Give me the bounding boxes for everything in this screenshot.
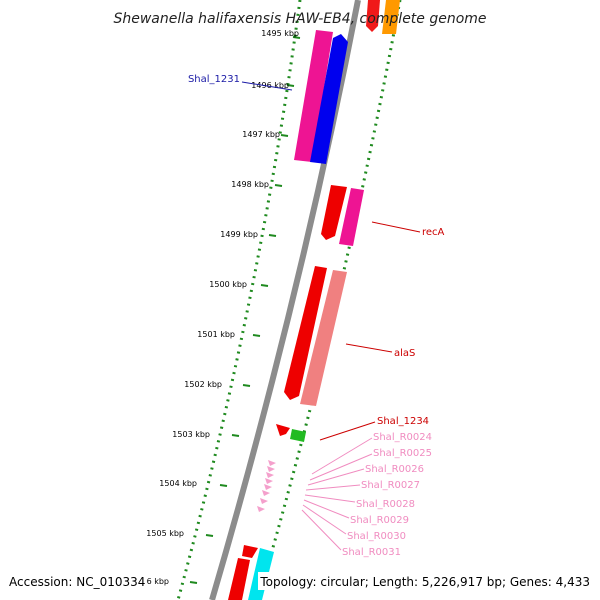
tick-mark: [205, 534, 214, 537]
leader-line-shal-r0028: [304, 494, 356, 503]
inner-dotted-track: [256, 0, 402, 600]
rna-labels: Shal_R0024 Shal_R0025 Shal_R0026 Shal_R0…: [342, 432, 432, 558]
summary-background: [258, 572, 594, 590]
leader-line-shal-r0025: [309, 453, 373, 481]
leader-line-shal-1234: [319, 421, 376, 441]
gene-label-shal-r0028: Shal_R0028: [356, 499, 415, 510]
tick-marks: [189, 36, 301, 584]
cds-feature-blue-1: [310, 34, 348, 164]
gene-label-shal-r0025: Shal_R0025: [373, 448, 432, 459]
cds-feature-red-reca: [321, 185, 347, 240]
leader-line-shal-r0024: [311, 437, 373, 475]
tick-label: 1496 kbp: [251, 81, 289, 90]
tick-label: 1504 kbp: [159, 479, 197, 488]
rna-feature-cluster: [257, 460, 276, 512]
tick-label: 1500 kbp: [209, 280, 247, 289]
cds-feature-green: [290, 429, 306, 442]
tick-mark: [292, 36, 301, 39]
cds-feature-red-top: [366, 0, 380, 32]
leader-line-shal-r0027: [305, 484, 361, 491]
cds-feature-pink-reca: [339, 188, 364, 246]
accession-background: [6, 572, 146, 590]
cds-feature-pink-1: [294, 30, 333, 162]
cds-feature-red-alas: [284, 266, 327, 400]
rna-feature: [268, 460, 276, 466]
genome-backbone: [209, 0, 361, 600]
cds-feature-salmon-alas: [300, 270, 347, 406]
tick-mark: [286, 84, 295, 87]
tick-mark: [231, 434, 240, 437]
gene-label-shal-1234: Shal_1234: [377, 416, 429, 427]
tick-labels: 1495 kbp 1496 kbp 1497 kbp 1498 kbp 1499…: [131, 29, 299, 586]
gene-label-reca: recA: [422, 227, 445, 238]
gene-label-shal-r0030: Shal_R0030: [347, 531, 406, 542]
tick-label: 1506 kbp: [131, 577, 169, 586]
rna-leader-lines: [301, 437, 373, 551]
leader-line-shal-r0029: [303, 499, 350, 519]
gene-label-shal-r0031: Shal_R0031: [342, 547, 401, 558]
gene-label-shal-r0024: Shal_R0024: [373, 432, 432, 443]
tick-mark: [274, 184, 283, 187]
accession-text: Accession: NC_010334: [9, 575, 145, 589]
tick-label: 1502 kbp: [184, 380, 222, 389]
leader-line-reca: [371, 221, 421, 233]
rna-feature: [265, 478, 273, 484]
tick-label: 1498 kbp: [231, 180, 269, 189]
summary-text: Topology: circular; Length: 5,226,917 bp…: [259, 575, 590, 589]
rna-feature: [264, 484, 272, 490]
gene-label-shal-r0029: Shal_R0029: [350, 515, 409, 526]
tick-label: 1505 kbp: [146, 529, 184, 538]
tick-mark: [242, 384, 251, 387]
tick-mark: [280, 134, 289, 137]
rna-feature: [260, 498, 268, 504]
gene-label-shal-r0026: Shal_R0026: [365, 464, 424, 475]
leader-line-shal-r0031: [301, 509, 342, 551]
rna-feature: [262, 490, 270, 496]
tick-mark: [268, 234, 277, 237]
tick-label: 1495 kbp: [261, 29, 299, 38]
tick-label: 1499 kbp: [220, 230, 258, 239]
cds-feature-red-bottom-1: [242, 545, 258, 558]
rna-feature: [257, 506, 265, 512]
leader-line-shal-r0030: [302, 504, 347, 535]
leader-line-shal-r0026: [307, 468, 365, 486]
tick-mark: [252, 334, 261, 337]
tick-label: 1501 kbp: [197, 330, 235, 339]
gene-label-shal-r0027: Shal_R0027: [361, 480, 420, 491]
leader-line-shal-1231: [241, 81, 293, 91]
gene-label-shal-1231: Shal_1231: [188, 74, 240, 85]
tick-mark: [189, 581, 198, 584]
cds-feature-orange-top: [382, 0, 400, 34]
tick-mark: [260, 284, 269, 287]
cds-feature-red-bottom-2: [228, 558, 250, 600]
tick-label: 1497 kbp: [242, 130, 280, 139]
map-title: Shewanella halifaxensis HAW-EB4, complet…: [113, 11, 486, 27]
cds-feature-red-1234: [276, 424, 290, 436]
tick-label: 1503 kbp: [172, 430, 210, 439]
outer-dotted-track: [176, 0, 302, 600]
rna-feature: [266, 472, 274, 478]
tick-mark: [219, 484, 228, 487]
leader-line-alas: [345, 343, 393, 353]
gene-label-alas: alaS: [394, 348, 415, 359]
rna-feature: [267, 466, 275, 472]
